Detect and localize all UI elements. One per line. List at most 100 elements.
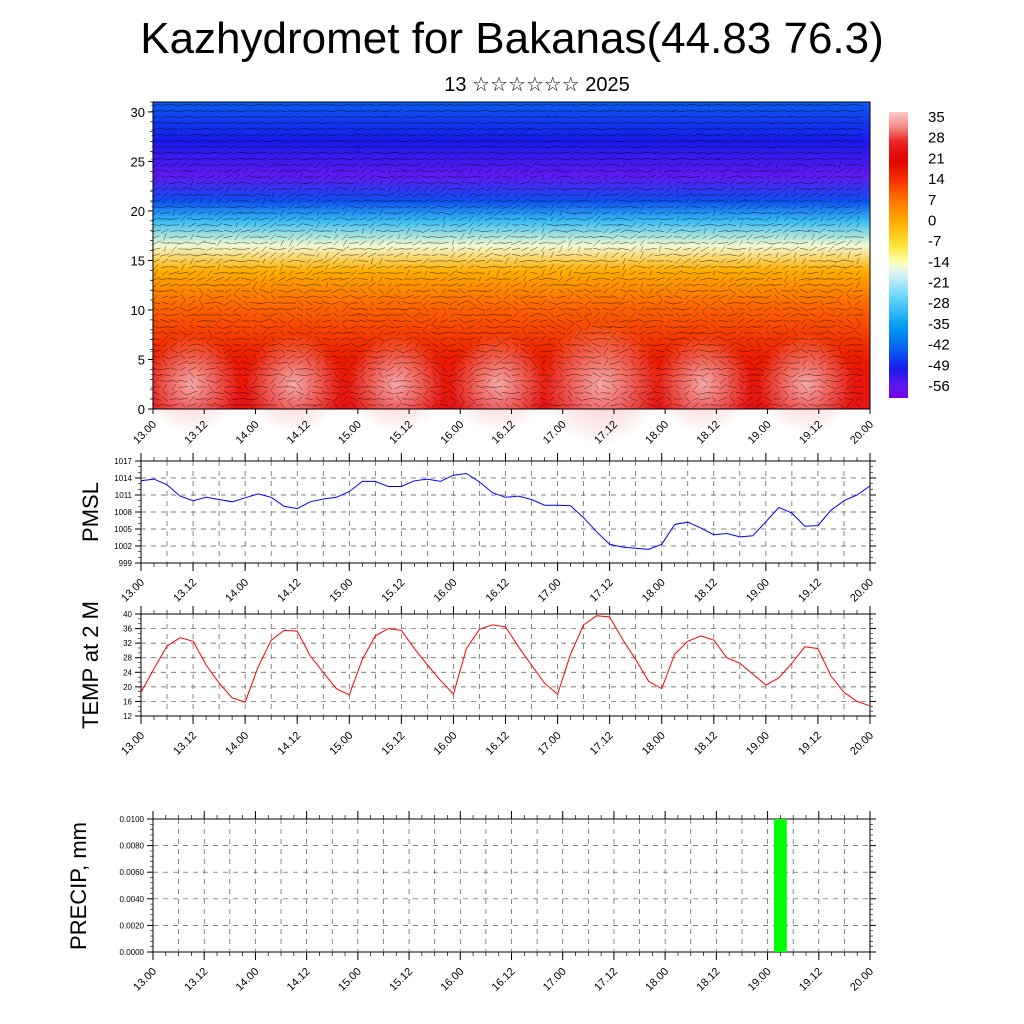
wind-vector [287,252,295,258]
wind-vector [512,374,520,376]
wind-vector [854,168,862,174]
wind-vector [468,215,474,223]
wind-vector [648,253,654,257]
wind-vector [656,293,664,301]
wind-vector [512,380,520,382]
wind-vector [204,224,216,226]
wind-vector [682,336,692,342]
wind-vector [519,355,531,359]
wind-vector [636,145,648,149]
wind-vector [755,187,763,191]
wind-vector [466,331,476,335]
wind-vector [168,122,180,124]
wind-vector [699,272,711,274]
wind-vector [231,272,243,274]
wind-vector [465,319,477,323]
wind-vector [548,360,556,366]
wind-vector [378,217,384,221]
wind-vector [304,170,314,172]
wind-vector [349,342,359,348]
wind-vector [188,361,196,365]
wind-vector [187,187,197,191]
wind-vector [180,300,186,306]
wind-vector [240,229,252,233]
wind-vector [180,263,186,271]
wind-vector [834,134,846,136]
wind-vector [170,360,178,366]
wind-vector [296,313,304,317]
wind-vector [277,146,287,148]
wind-vector [775,252,779,258]
x-tick-label: 17.12 [588,730,616,758]
wind-vector [321,374,333,376]
wind-vector [585,323,591,331]
wind-vector [152,319,160,323]
wind-vector [376,265,386,269]
wind-vector [420,181,432,185]
wind-vector [612,330,618,336]
wind-vector [306,312,312,318]
wind-vector [232,265,242,269]
wind-vector [753,211,765,215]
wind-vector [782,241,790,245]
wind-vector [628,175,638,179]
wind-vector [250,260,260,262]
wind-vector [564,308,576,310]
wind-vector [474,379,486,383]
wind-vector [592,355,602,359]
wind-vector [242,295,250,299]
wind-vector [538,402,548,408]
wind-vector [711,241,717,245]
wind-vector [286,307,296,311]
wind-vector [384,277,396,281]
wind-vector [521,391,529,395]
wind-vector [233,325,241,329]
wind-vector [396,192,402,198]
wind-vector [648,361,654,365]
wind-vector [691,229,701,233]
wind-vector [537,164,549,166]
wind-vector [377,295,385,299]
wind-vector [549,199,555,203]
wind-vector [592,397,602,401]
wind-vector [584,229,592,233]
wind-vector [529,158,539,160]
wind-vector [548,307,556,311]
wind-vector [439,248,449,250]
x-tick-label: 16.00 [432,577,460,605]
wind-vector [474,332,486,334]
wind-vector [727,134,737,136]
wind-vector [701,372,709,378]
wind-vector [825,288,837,294]
wind-vector [556,240,566,246]
wind-vector [529,104,539,106]
wind-vector [271,336,275,342]
wind-vector [259,242,269,244]
wind-vector [775,264,779,270]
wind-vector [277,289,287,293]
wind-vector [511,240,521,246]
wind-vector [843,260,855,262]
wind-vector [601,164,611,166]
y-tick-label: 36 [123,625,132,634]
wind-vector [160,242,170,244]
wind-vector [574,128,584,130]
wind-vector [773,168,781,174]
wind-vector [539,355,547,359]
wind-vector [692,222,700,228]
wind-vector [313,349,323,353]
wind-vector [530,193,538,197]
wind-vector [853,362,863,364]
wind-vector [467,186,475,192]
wind-vector [710,283,718,287]
wind-vector [673,404,683,406]
wind-vector [270,396,276,402]
wind-vector [835,104,845,106]
wind-vector [258,116,270,118]
wind-vector [521,348,529,354]
wind-vector [601,242,611,244]
wind-vector [367,128,377,130]
wind-vector [512,295,520,299]
wind-vector [303,205,315,209]
wind-vector [745,181,755,185]
